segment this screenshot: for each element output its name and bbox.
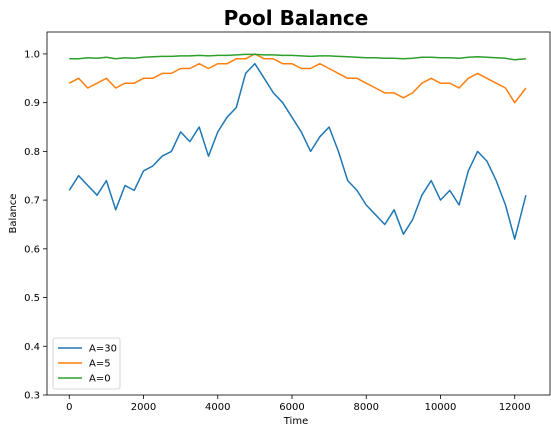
- y-tick-label: 0.9: [24, 98, 40, 109]
- y-tick-label: 1.0: [24, 49, 40, 60]
- series-line-1: [68, 53, 527, 104]
- plot-area: [47, 32, 550, 395]
- y-tick-label: 0.6: [24, 244, 40, 255]
- x-tick-label: 10000: [425, 402, 457, 413]
- y-axis: 0.3 0.4 0.5 0.6 0.7 0.8 0.9 1.0: [24, 49, 47, 402]
- legend: A=30 A=5 A=0: [52, 337, 121, 390]
- x-tick-label: 4000: [205, 402, 230, 413]
- x-tick-label: 12000: [499, 402, 531, 413]
- y-tick-label: 0.7: [24, 196, 40, 207]
- x-tick-label: 2000: [131, 402, 156, 413]
- y-axis-label: Balance: [8, 194, 19, 234]
- y-tick-label: 0.4: [24, 342, 40, 353]
- y-tick-label: 0.3: [24, 391, 40, 402]
- y-tick-label: 0.5: [24, 293, 40, 304]
- legend-label-0: A=30: [89, 344, 117, 355]
- legend-label-2: A=0: [89, 374, 111, 385]
- series-line-0: [68, 62, 527, 240]
- x-tick-label: 0: [66, 402, 72, 413]
- series-group: [68, 53, 527, 240]
- plot-frame: [46, 31, 551, 396]
- legend-label-1: A=5: [89, 359, 111, 370]
- plot-background: [47, 32, 550, 395]
- x-axis-label: Time: [283, 416, 308, 427]
- x-tick-label: 8000: [354, 402, 379, 413]
- x-axis: 0 2000 4000 6000 8000 10000 12000: [66, 395, 531, 413]
- legend-box: [52, 337, 121, 390]
- x-tick-label: 6000: [279, 402, 304, 413]
- y-tick-label: 0.8: [24, 147, 40, 158]
- chart-title: Pool Balance: [224, 6, 369, 30]
- series-line-2: [69, 53, 526, 61]
